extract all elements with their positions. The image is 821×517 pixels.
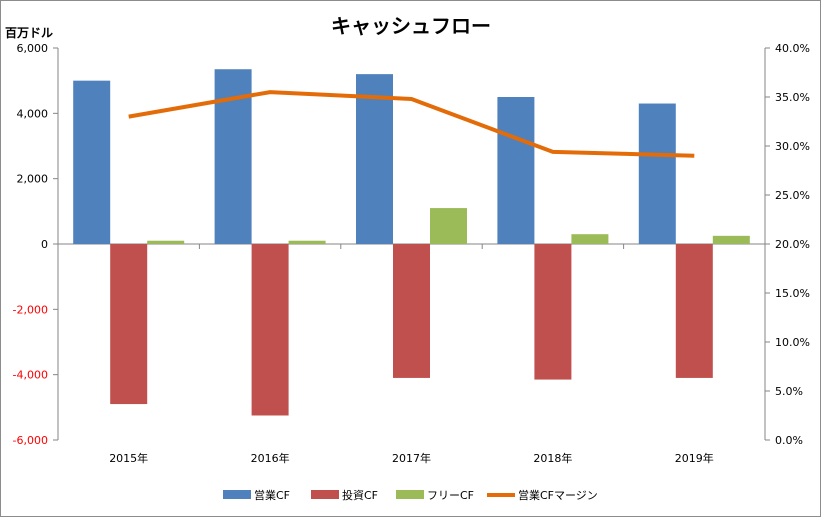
y2-tick-label: 25.0% [775, 189, 810, 202]
bar-営業CF-2019年 [638, 103, 676, 245]
legend-swatch-フリーCF [396, 490, 424, 499]
y-tick-label: 2,000 [17, 173, 49, 186]
bar-投資CF-2018年 [534, 244, 572, 380]
y2-tick-label: 5.0% [775, 385, 803, 398]
y2-tick-label: 20.0% [775, 238, 810, 251]
legend-label-営業CFマージン: 営業CFマージン [518, 488, 598, 502]
bar-フリーCF-2018年 [571, 234, 609, 244]
legend-swatch-投資CF [311, 490, 339, 499]
bar-営業CF-2017年 [356, 74, 393, 244]
line-series-営業CFマージン [128, 90, 695, 158]
y2-tick-label: 10.0% [775, 336, 810, 349]
x-tick-label: 2019年 [675, 451, 714, 465]
y2-tick-label: 0.0% [775, 434, 803, 447]
y-tick-label: -2,000 [13, 303, 48, 316]
y-tick-label: 0 [41, 238, 48, 251]
legend-swatch-営業CF [223, 490, 251, 499]
y2-tick-label: 40.0% [775, 42, 810, 55]
legend-label-営業CF: 営業CF [254, 488, 290, 502]
y-tick-label: 4,000 [17, 107, 49, 120]
y-tick-label: -4,000 [13, 369, 48, 382]
x-tick-label: 2016年 [251, 451, 290, 465]
plot-area: 6,000 4,000 2,000 0 -2,000 -4,000 -6,000 40.0% 3… [13, 42, 810, 465]
x-tick-label: 2017年 [392, 451, 431, 465]
bar-投資CF-2016年 [251, 244, 289, 416]
bar-営業CF-2015年 [73, 80, 111, 245]
bar-フリーCF-2019年 [712, 235, 750, 244]
bar-投資CF-2015年 [110, 244, 148, 405]
y2-tick-label: 15.0% [775, 287, 810, 300]
x-tick-label: 2018年 [533, 451, 572, 465]
y-tick-label: 6,000 [17, 42, 49, 55]
bar-投資CF-2019年 [675, 244, 713, 378]
x-tick-label: 2015年 [109, 451, 148, 465]
legend-label-投資CF: 投資CF [342, 488, 378, 502]
bar-営業CF-2018年 [497, 97, 535, 244]
legend-label-フリーCF: フリーCF [427, 489, 474, 502]
legend: 営業CF 投資CF フリーCF 営業CFマージン [223, 488, 598, 502]
bar-フリーCF-2015年 [147, 240, 185, 244]
y-tick-label: -6,000 [13, 434, 48, 447]
bar-フリーCF-2016年 [288, 240, 326, 244]
y2-tick-label: 35.0% [775, 91, 810, 104]
y2-tick-label: 30.0% [775, 140, 810, 153]
bar-フリーCF-2017年 [430, 208, 467, 244]
chart-title: キャッシュフロー [331, 14, 491, 38]
y-axis-unit-label: 百万ドル [5, 26, 53, 40]
bar-投資CF-2017年 [393, 244, 430, 378]
